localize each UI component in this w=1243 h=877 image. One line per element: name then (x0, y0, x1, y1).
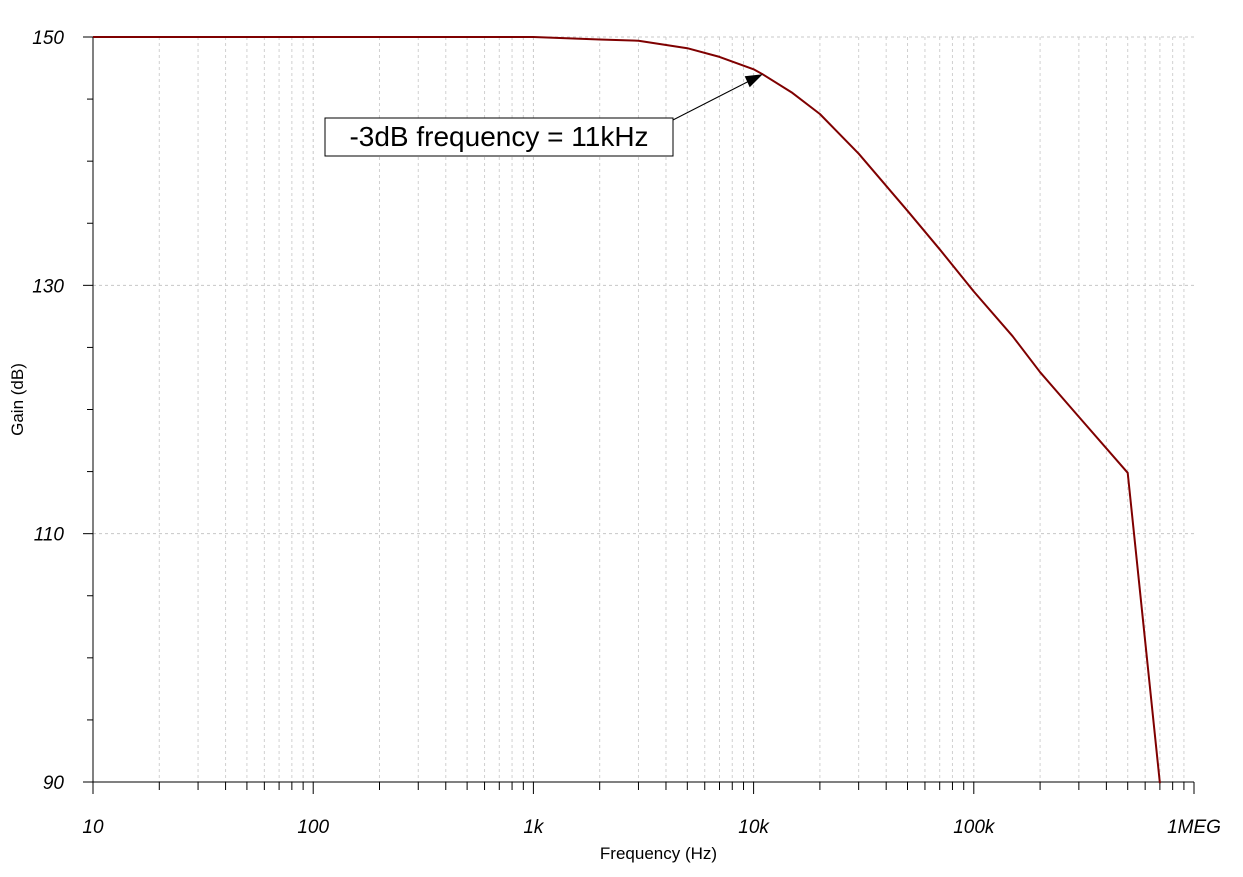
y-axis-title: Gain (dB) (8, 363, 27, 436)
x-tick-label: 100 (297, 817, 329, 838)
x-tick-label: 10k (738, 817, 770, 838)
annotation-box (324, 117, 674, 157)
x-tick-label: 10 (82, 817, 104, 838)
x-tick-label: 100k (953, 817, 996, 838)
annotation-leader-line (670, 79, 751, 122)
labels-layer: 10 100 1k 10k 100k 1MEG 150 130 110 90 Frequency (… (8, 28, 1221, 863)
axes (83, 36, 1195, 794)
grid-lines (93, 36, 1194, 782)
x-axis-title: Frequency (Hz) (600, 844, 717, 863)
annotation-label: -3dB frequency = 11kHz (349, 121, 648, 152)
y-tick-label: 130 (32, 276, 64, 297)
x-tick-label: 1MEG (1167, 817, 1221, 838)
annotation-layer: -3dB frequency = 11kHz (324, 74, 763, 157)
x-tick-label: 1k (523, 817, 545, 838)
y-tick-label: 90 (43, 773, 65, 794)
gain-series-line (93, 36, 1161, 784)
y-tick-label: 150 (32, 28, 64, 49)
series-layer (93, 36, 1161, 784)
y-tick-label: 110 (34, 525, 65, 546)
annotation-arrowhead (744, 74, 763, 88)
